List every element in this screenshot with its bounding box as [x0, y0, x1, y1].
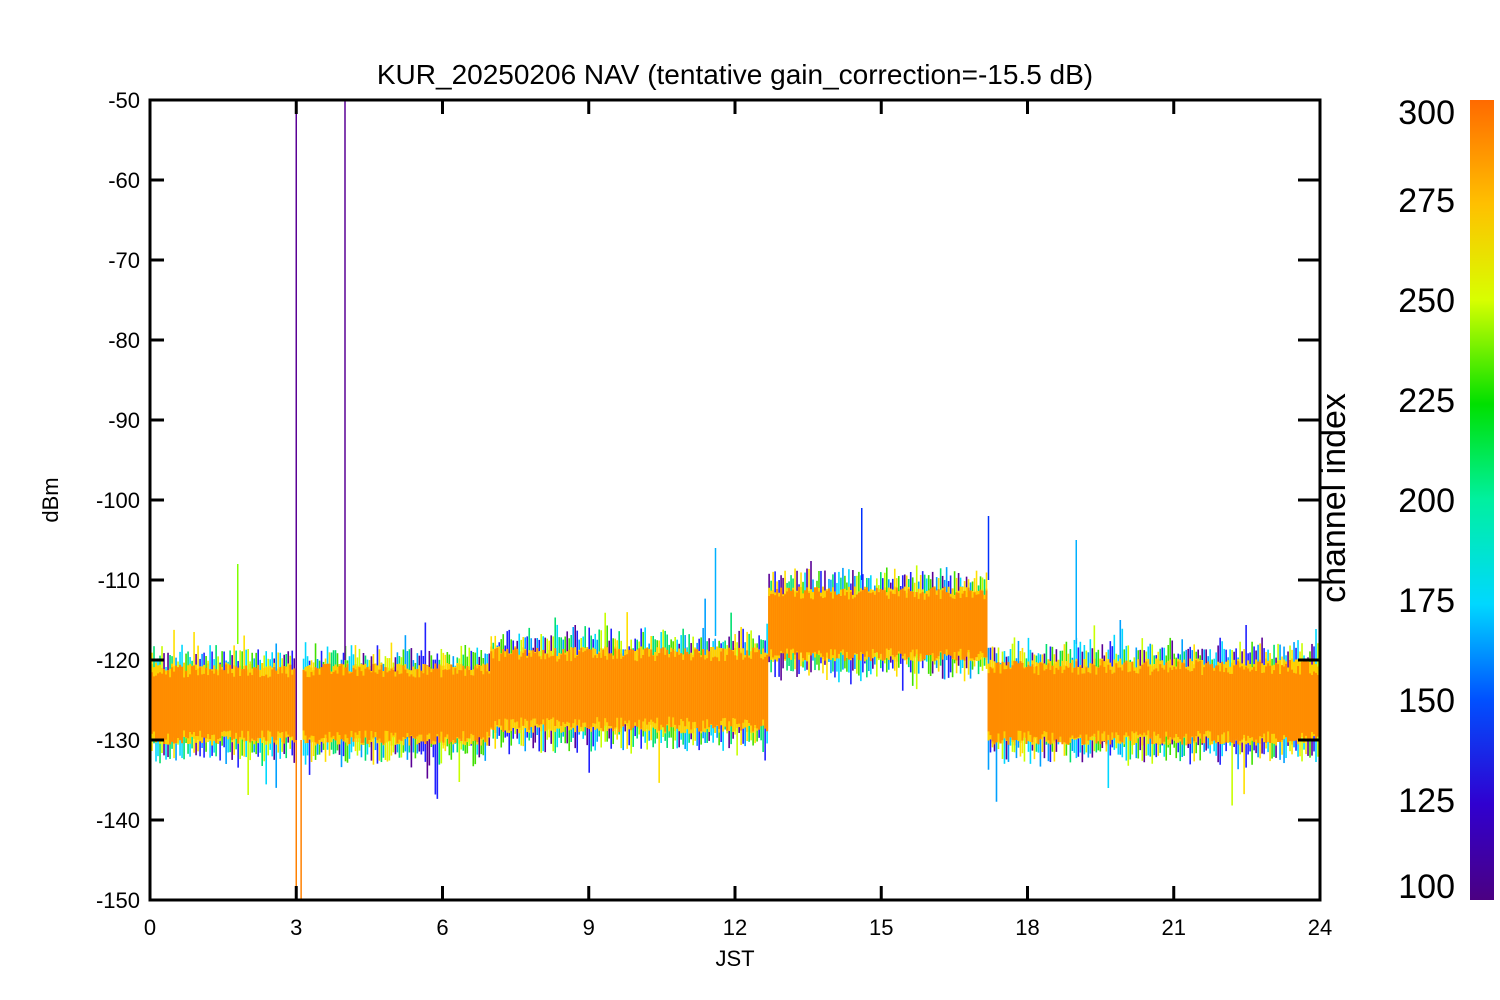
colorbar-tick-label: 175: [1398, 582, 1455, 620]
y-tick-label: -50: [108, 88, 140, 113]
colorbar-tick-label: 150: [1398, 682, 1455, 720]
colorbar-tick-label: 100: [1398, 868, 1455, 906]
y-axis-label: dBm: [38, 477, 63, 522]
colorbar-tick-label: 250: [1398, 282, 1455, 320]
y-tick-label: -130: [96, 728, 140, 753]
y-axis: -50 -60 -70 -80 -90 -100 -110 -120 -130 -140 -150: [96, 88, 1320, 913]
colorbar-tick-label: 300: [1398, 94, 1455, 132]
x-axis-label: JST: [715, 946, 754, 971]
colorbar-tick-label: 275: [1398, 182, 1455, 220]
band-segment: [768, 561, 988, 691]
plot-area: [149, 100, 1320, 900]
colorbar: [1470, 100, 1494, 900]
x-tick-label: 6: [436, 915, 448, 940]
x-tick-label: 24: [1308, 915, 1332, 940]
x-tick-label: 9: [583, 915, 595, 940]
y-tick-label: -120: [96, 648, 140, 673]
x-tick-label: 3: [290, 915, 302, 940]
y-tick-label: -70: [108, 248, 140, 273]
band-segment: [149, 629, 296, 796]
band-segment: [987, 620, 1320, 806]
y-tick-label: -80: [108, 328, 140, 353]
y-tick-label: -150: [96, 888, 140, 913]
x-tick-label: 15: [869, 915, 893, 940]
colorbar-tick-label: 225: [1398, 382, 1455, 420]
y-tick-label: -100: [96, 488, 140, 513]
x-axis: 0 3 6 9 12 15 18 21 24: [144, 100, 1332, 940]
x-tick-label: 12: [723, 915, 747, 940]
x-tick-label: 18: [1015, 915, 1039, 940]
colorbar-tick-label: 200: [1398, 482, 1455, 520]
plot-frame: [148, 98, 1322, 902]
colorbar-tick-label: 125: [1398, 782, 1455, 820]
chart-title: KUR_20250206 NAV (tentative gain_correct…: [377, 59, 1093, 90]
y-tick-label: -90: [108, 408, 140, 433]
x-tick-label: 0: [144, 915, 156, 940]
y-tick-label: -110: [98, 568, 140, 593]
y-tick-label: -60: [108, 168, 140, 193]
band-segment: [490, 598, 769, 783]
y-tick-label: -140: [96, 808, 140, 833]
x-tick-label: 21: [1162, 915, 1186, 940]
colorbar-ticks: 100 125 150 175 200 225 250 275 300: [1398, 94, 1455, 906]
band-segment: [302, 622, 491, 799]
colorbar-label: channel index: [1315, 393, 1353, 603]
